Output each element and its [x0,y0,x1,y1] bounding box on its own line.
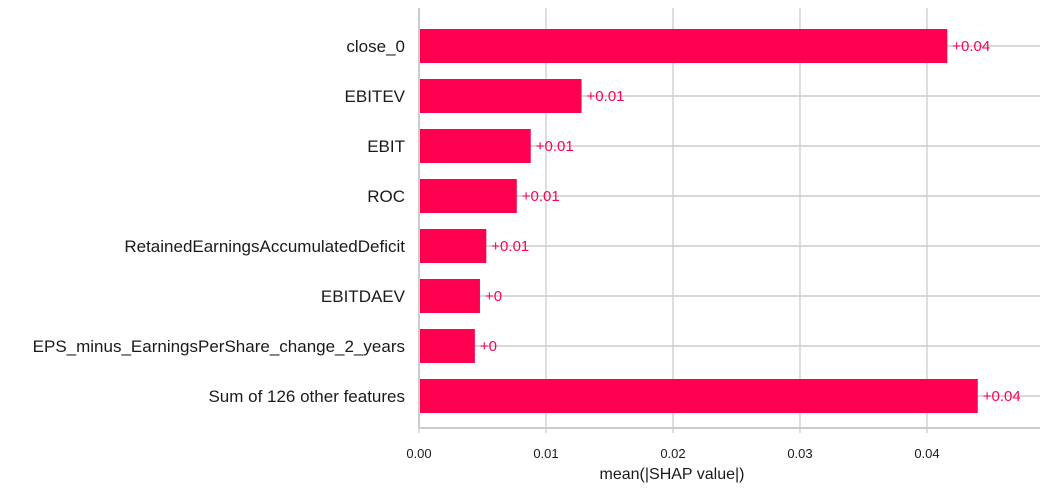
feature-label: EBIT [367,137,405,156]
feature-label: Sum of 126 other features [208,387,405,406]
x-axis-title: mean(|SHAP value|) [600,466,745,483]
feature-label-layer: close_0 EBITEV EBIT ROC RetainedEarningsAccu… [33,37,406,406]
feature-label: RetainedEarningsAccumulatedDeficit [124,237,405,256]
bar [419,229,487,263]
bar [419,329,475,363]
bar [419,129,531,163]
x-tick-label: 0.04 [914,446,939,461]
bar-value-label: +0.04 [952,38,990,55]
feature-label: EBITEV [345,87,406,106]
x-tick-label: 0.03 [787,446,812,461]
x-tick-label: 0.02 [660,446,685,461]
bar [419,179,517,213]
grid-layer [419,8,1040,428]
bar [419,379,978,413]
bar-layer: +0.04 +0.01 +0.01 +0.01 +0.01 +0 +0 +0.04 [419,29,1021,413]
bar [419,79,582,113]
bar-value-label: +0.01 [522,188,560,205]
bar-value-label: +0 [480,338,497,355]
feature-label: ROC [367,187,405,206]
bar-value-label: +0.01 [587,88,625,105]
bar [419,29,948,63]
x-axis: 0.00 0.01 0.02 0.03 0.04 [406,8,1040,461]
feature-label: EBITDAEV [321,287,406,306]
bar-value-label: +0.01 [536,138,574,155]
bar-value-label: +0.01 [491,238,529,255]
x-tick-label: 0.00 [406,446,431,461]
bar-value-label: +0 [485,288,502,305]
bar-value-label: +0.04 [983,388,1021,405]
feature-label: EPS_minus_EarningsPerShare_change_2_year… [33,337,405,356]
x-tick-label: 0.01 [533,446,558,461]
bar [419,279,480,313]
feature-label: close_0 [346,37,405,56]
